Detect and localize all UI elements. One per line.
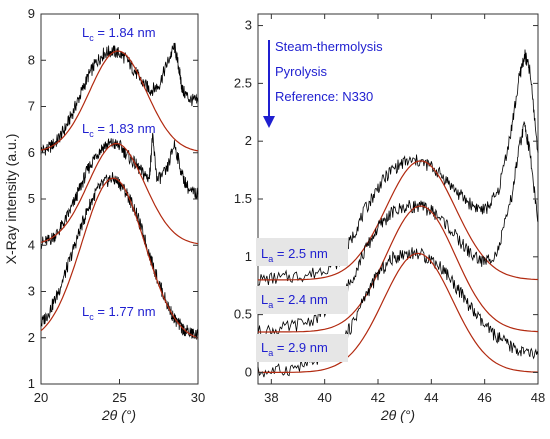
annotation-box	[256, 286, 348, 314]
right-y-tick-label: 3	[245, 18, 252, 33]
annotation-symbol: L	[261, 340, 268, 355]
annotation-value: = 1.83 nm	[94, 121, 156, 136]
legend: Steam-thermolysis Pyrolysis Reference: N…	[263, 39, 383, 128]
left-plot-frame	[40, 13, 199, 385]
right-y-tick-label: 0.5	[234, 307, 252, 322]
right-y-tick-label: 1.5	[234, 191, 252, 206]
svg-text:La = 2.9 nm: La = 2.9 nm	[261, 340, 328, 358]
svg-text:Lc = 1.77 nm: Lc = 1.77 nm	[82, 304, 156, 322]
left-plot-area	[40, 42, 199, 340]
left-x-tick-label: 20	[34, 390, 48, 405]
left-axes: 20 25 30 1 2 3 4 5 6 7 8 9	[28, 6, 205, 405]
annotation-subscript: c	[89, 312, 94, 322]
right-x-tick-label: 42	[371, 390, 385, 405]
right-x-tick-label: 48	[531, 390, 545, 405]
left-y-tick-label: 4	[28, 237, 35, 252]
left-series-2-fit	[40, 142, 199, 245]
annotation-value: = 1.77 nm	[94, 304, 156, 319]
annotation-value: = 1.84 nm	[94, 25, 156, 40]
right-y-tick-label: 1	[245, 249, 252, 264]
right-axes: 38 40 42 44 46 48 0 0.5 1 1.5 2 2.5 3	[234, 14, 545, 405]
svg-text:Lc = 1.83 nm: Lc = 1.83 nm	[82, 121, 156, 139]
annotation-box	[256, 334, 348, 362]
left-y-tick-label: 5	[28, 191, 35, 206]
annotation-value: = 2.4 nm	[273, 292, 328, 307]
svg-text:La = 2.4 nm: La = 2.4 nm	[261, 292, 328, 310]
left-y-tick-label: 8	[28, 52, 35, 67]
annotation-value: = 2.9 nm	[273, 340, 328, 355]
left-series-1-trace	[40, 42, 199, 156]
right-annotation-3: La = 2.9 nm	[256, 334, 348, 362]
right-series-2-fit	[258, 205, 539, 333]
svg-text:La = 2.5 nm: La = 2.5 nm	[261, 246, 328, 264]
annotation-subscript: a	[268, 254, 273, 264]
annotation-symbol: L	[82, 25, 89, 40]
annotation-subscript: a	[268, 300, 273, 310]
right-y-tick-label: 2	[245, 133, 252, 148]
left-series-2-trace	[40, 132, 199, 250]
left-y-tick-label: 6	[28, 145, 35, 160]
right-x-tick-label: 38	[264, 390, 278, 405]
left-annotation-2: Lc = 1.83 nm	[82, 121, 156, 139]
right-x-tick-label: 44	[424, 390, 438, 405]
right-series-3-fit	[258, 252, 539, 373]
right-x-tick-label: 40	[317, 390, 331, 405]
svg-text:Lc = 1.84 nm: Lc = 1.84 nm	[82, 25, 156, 43]
left-x-tick-label: 30	[191, 390, 205, 405]
left-x-tick-label: 25	[112, 390, 126, 405]
legend-item-3: Reference: N330	[275, 89, 373, 104]
annotation-subscript: a	[268, 348, 273, 358]
right-x-tick-label: 46	[477, 390, 491, 405]
annotation-subscript: c	[89, 129, 94, 139]
right-x-axis-label: 2θ (°)	[380, 407, 415, 423]
right-annotation-2: La = 2.4 nm	[256, 286, 348, 314]
annotation-symbol: L	[261, 246, 268, 261]
annotation-symbol: L	[82, 121, 89, 136]
right-series-1-fit	[258, 160, 539, 281]
left-annotation-3: Lc = 1.77 nm	[82, 304, 156, 322]
annotation-box	[256, 238, 348, 266]
left-y-tick-label: 7	[28, 99, 35, 114]
legend-item-2: Pyrolysis	[275, 64, 328, 79]
left-y-tick-label: 2	[28, 330, 35, 345]
left-y-tick-label: 9	[28, 6, 35, 21]
right-annotation-1: La = 2.5 nm	[256, 238, 348, 266]
left-series-3-trace	[40, 172, 199, 340]
left-x-axis-label: 2θ (°)	[101, 407, 136, 423]
annotation-value: = 2.5 nm	[273, 246, 328, 261]
annotation-subscript: c	[89, 33, 94, 43]
left-y-tick-label: 1	[28, 376, 35, 391]
left-y-tick-label: 3	[28, 284, 35, 299]
legend-arrow-head-icon	[263, 116, 275, 128]
legend-item-1: Steam-thermolysis	[275, 39, 383, 54]
left-series-3-fit	[40, 177, 199, 339]
left-annotation-1: Lc = 1.84 nm	[82, 25, 156, 43]
right-y-tick-label: 2.5	[234, 75, 252, 90]
left-y-axis-label: X-Ray intensity (a.u.)	[3, 134, 19, 265]
left-series-1-fit	[40, 50, 199, 152]
right-y-tick-label: 0	[245, 364, 252, 379]
annotation-symbol: L	[261, 292, 268, 307]
annotation-symbol: L	[82, 304, 89, 319]
